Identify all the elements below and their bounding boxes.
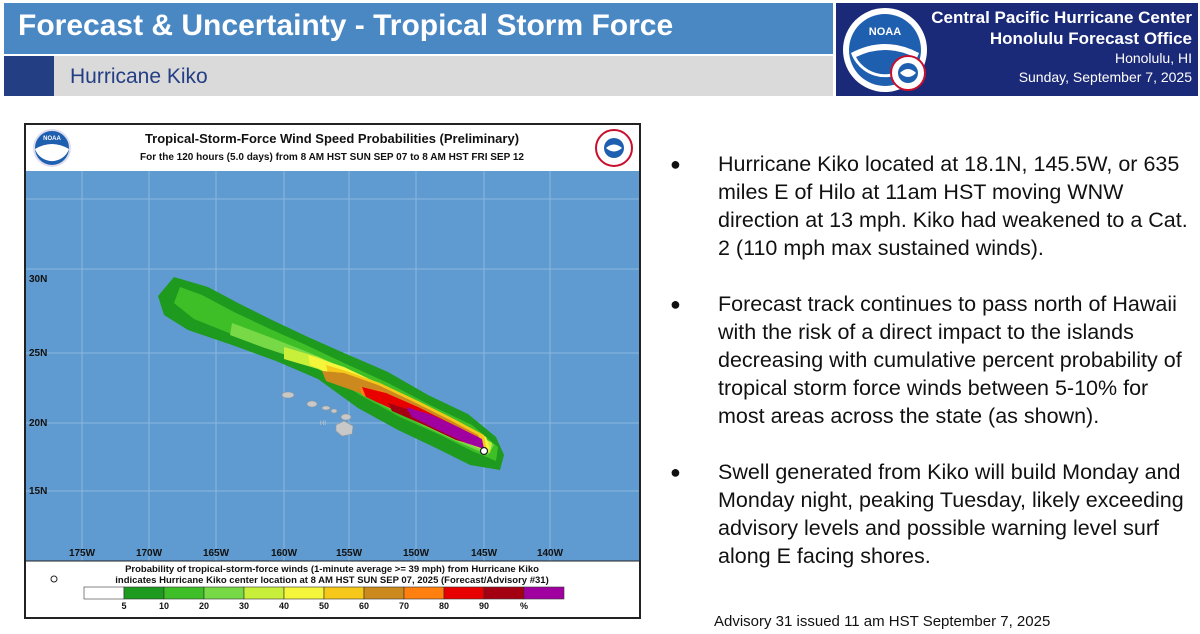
title-bar: Forecast & Uncertainty - Tropical Storm … [4, 3, 833, 54]
lat-label: 25N [29, 348, 47, 359]
header-date: Sunday, September 7, 2025 [1018, 69, 1192, 85]
scale-label: 40 [279, 601, 289, 611]
bullet-list: ● Hurricane Kiko located at 18.1N, 145.5… [668, 150, 1196, 598]
scale-label: % [520, 601, 528, 611]
bullet-dot: ● [670, 154, 681, 174]
lat-label: 30N [29, 274, 47, 285]
scale-label: 80 [439, 601, 449, 611]
lon-label: 175W [69, 548, 96, 559]
scale-swatch [443, 586, 485, 600]
scale-label: 20 [199, 601, 209, 611]
map-period: For the 120 hours (5.0 days) from 8 AM H… [140, 152, 524, 163]
scale-label: 90 [479, 601, 489, 611]
scale-swatch [523, 586, 565, 600]
lon-label: 155W [336, 548, 363, 559]
slide-subtitle: Hurricane Kiko [70, 65, 208, 88]
scale-swatch [203, 586, 245, 600]
bullet-item: ● Hurricane Kiko located at 18.1N, 145.5… [668, 150, 1196, 262]
org-name: Central Pacific Hurricane Center [931, 8, 1192, 27]
map-graphic: NOAA Tropical-Storm-Force Wind Speed Pro… [26, 125, 639, 617]
office-location: Honolulu, HI [1114, 50, 1192, 66]
svg-text:NOAA: NOAA [43, 136, 61, 142]
legend-description: Probability of tropical-storm-force wind… [125, 564, 539, 575]
honolulu-marker: HI [320, 421, 326, 427]
office-name: Honolulu Forecast Office [989, 29, 1192, 48]
bullet-text: Forecast track continues to pass north o… [718, 292, 1182, 428]
bullet-text: Hurricane Kiko located at 18.1N, 145.5W,… [718, 152, 1188, 260]
map-title: Tropical-Storm-Force Wind Speed Probabil… [145, 131, 519, 146]
lon-label: 160W [271, 548, 298, 559]
probability-map: NOAA Tropical-Storm-Force Wind Speed Pro… [24, 123, 641, 619]
scale-label: 10 [159, 601, 169, 611]
scale-swatch [283, 586, 325, 600]
noaa-nws-logo: NOAA [843, 8, 927, 92]
probability-swath [158, 277, 504, 470]
svg-text:NOAA: NOAA [869, 26, 901, 38]
bullet-item: ● Swell generated from Kiko will build M… [668, 458, 1196, 570]
scale-swatch [123, 586, 165, 600]
bullet-dot: ● [670, 294, 681, 314]
scale-swatch [163, 586, 205, 600]
lon-label: 145W [471, 548, 498, 559]
slide-title: Forecast & Uncertainty - Tropical Storm … [18, 9, 674, 42]
subtitle-accent [4, 56, 54, 96]
scale-swatch [323, 586, 365, 600]
scale-label: 50 [319, 601, 329, 611]
map-nws-logo [595, 129, 633, 167]
storm-center [479, 446, 489, 456]
lat-label: 15N [29, 486, 47, 497]
bullet-dot: ● [670, 462, 681, 482]
scale-swatch [483, 586, 525, 600]
scale-label: 5 [121, 601, 126, 611]
scale-label: 60 [359, 601, 369, 611]
map-noaa-logo: NOAA [33, 129, 71, 167]
scale-swatch [363, 586, 405, 600]
map-grid [26, 171, 639, 561]
lon-label: 170W [136, 548, 163, 559]
lon-label: 140W [537, 548, 564, 559]
lon-label: 165W [203, 548, 230, 559]
scale-label: 30 [239, 601, 249, 611]
lon-label: 150W [403, 548, 430, 559]
scale-swatch [243, 586, 285, 600]
office-header: NOAA Central Pacific Hurricane Center Ho… [836, 3, 1198, 96]
legend-center-note: indicates Hurricane Kiko center location… [115, 575, 548, 586]
scale-swatch [403, 586, 445, 600]
color-scale: 5 10 20 30 40 50 60 70 80 90% [83, 586, 565, 611]
advisory-note: Advisory 31 issued 11 am HST September 7… [714, 613, 1051, 630]
lat-label: 20N [29, 418, 47, 429]
scale-label: 70 [399, 601, 409, 611]
subtitle-bar: Hurricane Kiko [4, 56, 833, 96]
office-info: Central Pacific Hurricane Center Honolul… [931, 7, 1192, 87]
hawaiian-islands [281, 391, 354, 437]
bullet-text: Swell generated from Kiko will build Mon… [718, 460, 1184, 568]
bullet-item: ● Forecast track continues to pass north… [668, 290, 1196, 430]
scale-swatch [83, 586, 125, 600]
